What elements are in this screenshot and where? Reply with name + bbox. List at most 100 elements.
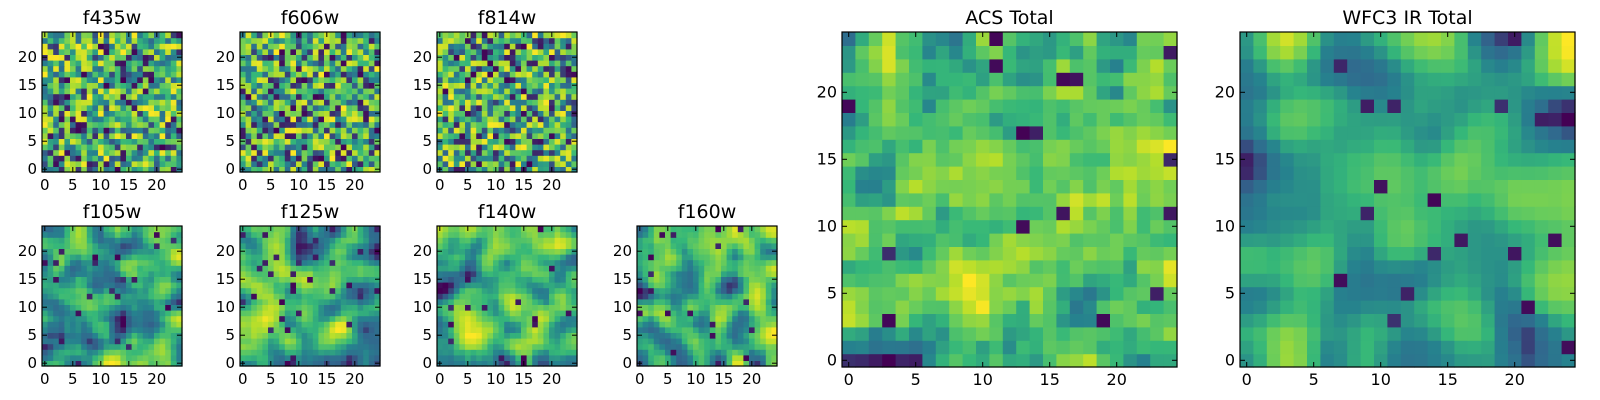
- heatmap-cell: [301, 82, 308, 89]
- heatmap-cell: [1096, 179, 1111, 194]
- heatmap-cell: [368, 48, 375, 55]
- heatmap-cell: [273, 248, 280, 255]
- heatmap-cell: [86, 282, 93, 289]
- heatmap-cell: [75, 110, 82, 117]
- heatmap-cell: [42, 310, 49, 317]
- heatmap-cell: [42, 282, 49, 289]
- heatmap-cell: [453, 37, 460, 44]
- heatmap-cell: [453, 138, 460, 145]
- heatmap-cell: [670, 254, 677, 261]
- heatmap-cell: [665, 242, 672, 249]
- heatmap-cell: [131, 293, 138, 300]
- heatmap-cell: [476, 254, 483, 261]
- heatmap-cell: [240, 37, 247, 44]
- heatmap-cell: [47, 65, 54, 72]
- heatmap-cell: [290, 37, 297, 44]
- heatmap-cell: [543, 32, 550, 39]
- heatmap-cell: [549, 93, 556, 100]
- heatmap-cell: [509, 254, 516, 261]
- heatmap-cell: [329, 237, 336, 244]
- heatmap-cell: [290, 310, 297, 317]
- heatmap-cell: [565, 160, 572, 167]
- heatmap-cell: [363, 276, 370, 283]
- heatmap-cell: [363, 315, 370, 322]
- heatmap-cell: [176, 354, 183, 361]
- heatmap-cell: [245, 254, 252, 261]
- heatmap-cell: [749, 338, 756, 345]
- heatmap-cell: [715, 304, 722, 311]
- heatmap-cell: [989, 192, 1004, 207]
- heatmap-cell: [165, 298, 172, 305]
- heatmap-cell: [64, 48, 71, 55]
- heatmap-cell: [120, 304, 127, 311]
- heatmap-cell: [58, 166, 65, 173]
- heatmap-cell: [509, 265, 516, 272]
- heatmap-cell: [554, 76, 561, 83]
- heatmap-cell: [549, 65, 556, 72]
- heatmap-cell: [363, 265, 370, 272]
- heatmap-cell: [256, 121, 263, 128]
- heatmap-cell: [70, 99, 77, 106]
- heatmap-cell: [681, 265, 688, 272]
- heatmap-cell: [262, 121, 269, 128]
- heatmap-cell: [284, 32, 291, 39]
- heatmap-cell: [532, 88, 539, 95]
- heatmap-cell: [268, 43, 275, 50]
- heatmap-cell: [53, 326, 60, 333]
- heatmap-cell: [120, 287, 127, 294]
- heatmap-cell: [760, 354, 767, 361]
- heatmap-cell: [245, 360, 252, 367]
- heatmap-cell: [86, 160, 93, 167]
- heatmap-cell: [70, 265, 77, 272]
- heatmap-cell: [357, 48, 364, 55]
- heatmap-cell: [565, 304, 572, 311]
- heatmap-cell: [543, 99, 550, 106]
- heatmap-cell: [290, 287, 297, 294]
- heatmap-cell: [148, 54, 155, 61]
- heatmap-cell: [453, 116, 460, 123]
- heatmap-cell: [437, 343, 444, 350]
- heatmap-cell: [262, 315, 269, 322]
- heatmap-cell: [922, 219, 937, 234]
- heatmap-cell: [1002, 259, 1017, 274]
- heatmap-cell: [855, 300, 870, 314]
- heatmap-cell: [47, 332, 54, 339]
- heatmap-cell: [363, 71, 370, 78]
- heatmap-cell: [842, 179, 856, 194]
- heatmap-cell: [509, 338, 516, 345]
- heatmap-cell: [70, 37, 77, 44]
- heatmap-cell: [131, 282, 138, 289]
- heatmap-cell: [142, 160, 149, 167]
- heatmap-cell: [698, 254, 705, 261]
- heatmap-cell: [301, 160, 308, 167]
- heatmap-cell: [509, 60, 516, 67]
- heatmap-cell: [498, 276, 505, 283]
- heatmap-cell: [279, 338, 286, 345]
- heatmap-cell: [312, 121, 319, 128]
- heatmap-cell: [170, 282, 177, 289]
- x-tick-label: 0: [40, 176, 50, 194]
- heatmap-cell: [81, 166, 88, 173]
- heatmap-cell: [1016, 259, 1031, 274]
- x-tick-label: 10: [289, 176, 308, 194]
- heatmap-cell: [437, 121, 444, 128]
- heatmap-cell: [481, 276, 488, 283]
- heatmap-cell: [262, 293, 269, 300]
- heatmap-cell: [290, 265, 297, 272]
- heatmap-cell: [515, 166, 522, 173]
- heatmap-cell: [47, 104, 54, 111]
- heatmap-cell: [301, 304, 308, 311]
- heatmap-cell: [296, 88, 303, 95]
- heatmap-cell: [284, 48, 291, 55]
- heatmap-cell: [284, 242, 291, 249]
- heatmap-cell: [448, 166, 455, 173]
- heatmap-cell: [676, 293, 683, 300]
- heatmap-cell: [103, 99, 110, 106]
- heatmap-cell: [549, 270, 556, 277]
- heatmap-cell: [681, 270, 688, 277]
- heatmap-cell: [329, 265, 336, 272]
- heatmap-cell: [521, 71, 528, 78]
- heatmap-cell: [284, 93, 291, 100]
- heatmap-cell: [357, 231, 364, 238]
- heatmap-cell: [176, 37, 183, 44]
